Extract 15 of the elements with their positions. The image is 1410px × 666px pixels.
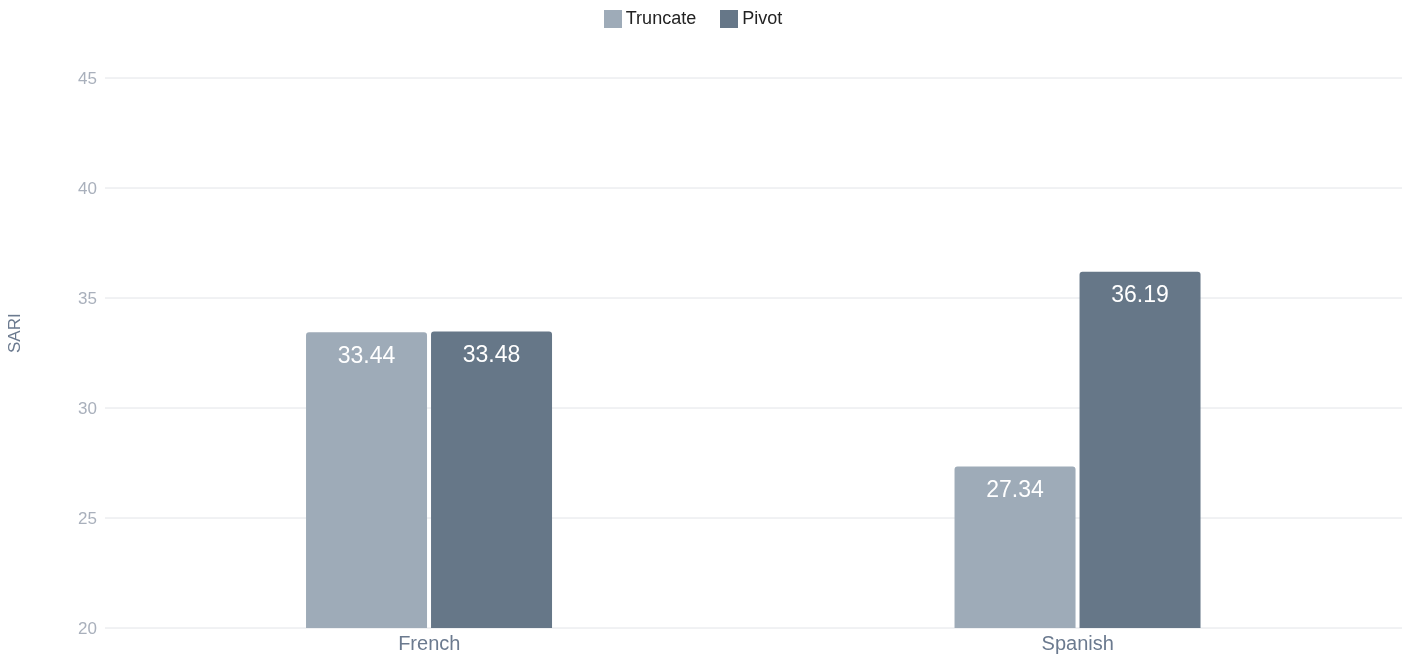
x-tick-label: French (398, 632, 461, 655)
data-label: 27.34 (986, 475, 1045, 502)
y-tick-label: 35 (78, 289, 97, 309)
y-tick-label: 20 (78, 619, 97, 639)
y-tick-label: 25 (78, 509, 97, 529)
y-tick-label: 45 (78, 69, 97, 89)
x-tick-label: Spanish (1041, 632, 1114, 655)
data-label: 36.19 (1111, 281, 1169, 308)
y-axis-title: SARI (5, 313, 25, 353)
y-tick-label: 40 (78, 179, 97, 199)
legend-label: Pivot (742, 8, 783, 28)
y-tick-label: 30 (78, 399, 97, 419)
data-label: 33.44 (337, 341, 396, 368)
legend-label: Truncate (625, 8, 697, 28)
data-label: 33.48 (462, 340, 521, 367)
